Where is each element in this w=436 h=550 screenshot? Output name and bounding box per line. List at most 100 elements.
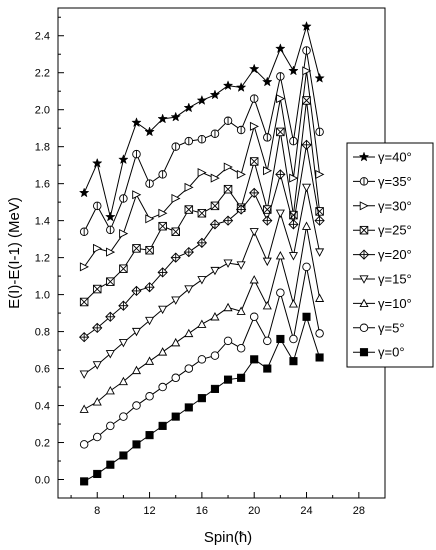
data-point <box>145 214 155 224</box>
data-point <box>249 275 259 284</box>
data-point <box>236 169 246 179</box>
data-point <box>79 370 89 379</box>
legend-entry: γ=40° <box>353 150 412 165</box>
legend-marker <box>358 249 370 260</box>
data-point <box>119 412 128 421</box>
data-point <box>92 432 102 442</box>
data-point <box>184 182 194 192</box>
data-point <box>249 228 259 237</box>
data-point <box>171 337 181 347</box>
legend-marker <box>359 177 369 186</box>
legend-entry: γ=30° <box>353 198 412 213</box>
data-point <box>275 43 286 54</box>
data-point <box>157 113 168 124</box>
x-tick-label: 24 <box>300 505 312 517</box>
data-point <box>223 162 233 172</box>
data-point <box>106 460 115 469</box>
data-point <box>158 421 167 430</box>
data-point <box>237 373 246 382</box>
data-point <box>276 288 285 298</box>
data-point <box>106 421 115 431</box>
data-point <box>262 257 272 267</box>
y-tick-label: 1.8 <box>35 142 50 154</box>
data-point <box>144 282 155 293</box>
legend-label: γ=35° <box>378 174 412 189</box>
legend: γ=40° γ=35° γ=30° γ=25° γ=20° γ=15° γ=10° γ=5° γ… <box>346 142 434 368</box>
data-point <box>262 215 273 226</box>
data-point <box>132 149 141 159</box>
data-point <box>301 221 312 230</box>
data-point <box>315 169 325 179</box>
y-tick-label: 0.6 <box>35 364 50 376</box>
data-point <box>92 361 102 370</box>
data-point <box>250 355 259 364</box>
legend-marker <box>359 323 369 333</box>
data-point <box>79 404 89 413</box>
data-point <box>131 117 142 128</box>
data-point <box>92 284 102 294</box>
data-point <box>105 211 116 222</box>
data-point <box>236 261 246 270</box>
legend-entry: γ=20° <box>353 247 412 262</box>
data-point <box>171 412 180 421</box>
data-point <box>315 329 324 338</box>
x-tick-label: 8 <box>94 505 100 517</box>
legend-marker <box>359 201 369 211</box>
data-point <box>106 247 116 257</box>
data-point <box>79 331 90 343</box>
data-point <box>79 227 89 236</box>
data-point <box>170 111 181 122</box>
data-point <box>132 440 141 449</box>
data-point <box>262 300 272 310</box>
data-point <box>105 350 115 359</box>
data-point <box>209 89 221 100</box>
series-3 <box>79 96 324 307</box>
data-point <box>288 219 299 230</box>
data-point <box>132 244 141 253</box>
data-point <box>118 339 128 348</box>
data-point <box>197 208 207 218</box>
y-tick-label: 2.2 <box>35 68 50 80</box>
data-point <box>80 477 89 486</box>
data-point <box>315 353 324 362</box>
y-axis-title: E(I)-E(I-1) (MeV) <box>6 197 23 309</box>
data-point <box>315 293 325 302</box>
legend-label: γ=25° <box>378 223 412 238</box>
data-point <box>131 327 142 337</box>
y-tick-label: 2.4 <box>35 31 50 43</box>
legend-label: γ=40° <box>378 150 412 165</box>
data-point <box>171 373 180 383</box>
data-point <box>119 229 129 239</box>
legend-marker <box>359 348 369 357</box>
data-point <box>288 65 299 76</box>
data-point <box>315 207 324 216</box>
data-point <box>79 262 89 272</box>
data-point <box>158 208 168 218</box>
data-point <box>184 136 194 146</box>
data-point <box>79 440 89 449</box>
data-point <box>184 285 194 294</box>
data-point <box>315 127 324 137</box>
data-point <box>131 285 142 297</box>
legend-marker <box>358 151 370 162</box>
legend-entry: γ=10° <box>353 296 412 311</box>
data-point <box>197 319 207 328</box>
data-point <box>210 201 220 211</box>
data-point <box>210 129 220 138</box>
data-point <box>131 365 142 375</box>
data-point <box>157 267 168 278</box>
data-point <box>302 46 311 55</box>
data-point <box>314 72 325 83</box>
data-point <box>145 431 154 440</box>
y-tick-label: 0.8 <box>35 327 50 339</box>
data-point <box>275 169 286 180</box>
data-point <box>276 72 285 81</box>
data-point <box>302 312 311 321</box>
data-point <box>184 205 194 214</box>
legend-entry: γ=0° <box>353 345 405 360</box>
data-point <box>171 227 180 236</box>
data-point <box>158 221 167 231</box>
data-point <box>263 364 272 373</box>
series-2 <box>79 66 325 272</box>
